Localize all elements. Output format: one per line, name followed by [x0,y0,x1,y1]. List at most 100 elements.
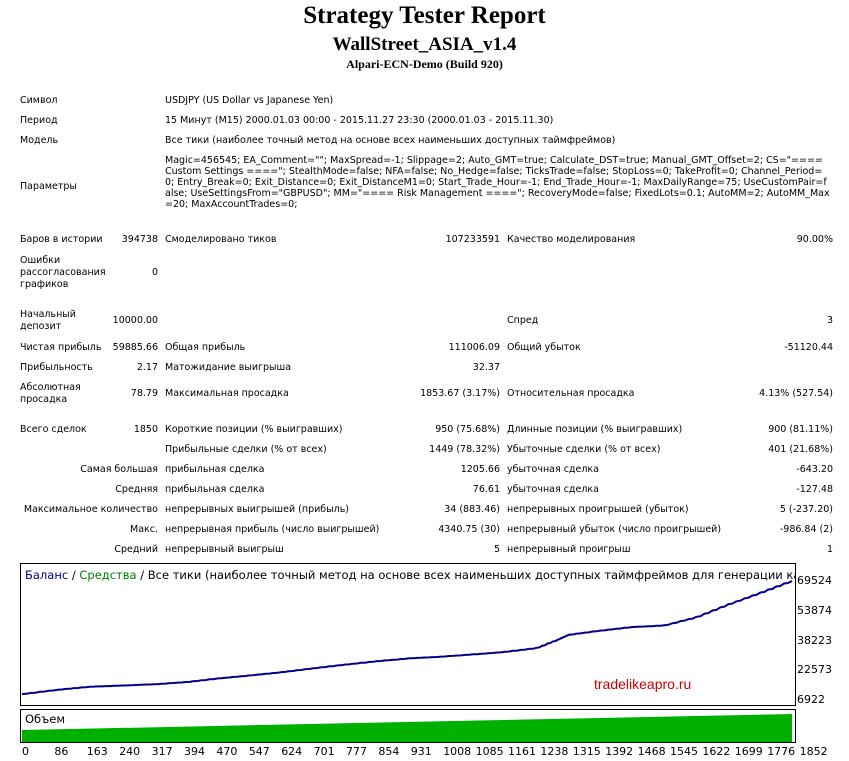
avgcons-label: Средний [114,544,158,555]
x-tick-label: 931 [410,745,432,758]
maxcount-wins-label: непрерывных выигрышей (прибыль) [165,504,350,515]
exp-label: Матожидание выигрыша [165,362,292,373]
x-tick-label: 1852 [799,745,828,758]
pf-value: 2.17 [136,362,158,373]
x-tick-label: 317 [151,745,173,758]
server-name: Alpari-ECN-Demo (Build 920) [346,57,503,71]
max-dd-label: Максимальная просадка [165,388,289,399]
x-tick-label: 1545 [670,745,698,758]
long-value: 900 (81.11%) [768,424,833,435]
x-tick-label: 1392 [605,745,634,758]
exp-value: 32.37 [472,362,500,373]
x-tick-label: 1085 [475,745,504,758]
maxval-losses-label: непрерывный убыток (число проигрышей) [507,524,722,535]
ea-name: WallStreet_ASIA_v1.4 [332,34,517,55]
deposit-value: 10000.00 [112,315,158,326]
largest-loss-value: -643.20 [796,464,833,475]
net-label: Чистая прибыль [20,342,102,353]
x-tick-label: 624 [281,745,303,758]
profit-trades-value: 1449 (78.32%) [429,444,500,455]
avg-label: Средняя [115,484,158,495]
watermark: tradelikeapro.ru [594,676,692,692]
chart-legend: Баланс / Средства / Все тики (наиболее т… [25,568,796,582]
params-label: Параметры [20,181,77,192]
ticks-value: 107233591 [445,234,500,245]
largest-loss-label: убыточная сделка [507,464,599,475]
model-value: Все тики (наиболее точный метод на основ… [165,135,616,146]
legend-separator: / [68,568,79,582]
avg-loss-label: убыточная сделка [507,484,599,495]
volume-area [22,714,792,742]
bars-value: 394738 [121,234,158,245]
largest-profit-value: 1205.66 [460,464,500,475]
x-tick-label: 777 [346,745,367,758]
maxcount-wins-value: 34 (883.46) [444,504,500,515]
quality-label: Качество моделирования [507,234,636,245]
trades-label: Всего сделок [20,424,87,435]
x-tick-label: 547 [248,745,270,758]
spread-value: 3 [826,315,833,326]
quality-value: 90.00% [796,234,833,245]
profit-trades-label: Прибыльные сделки (% от всех) [165,444,327,455]
gross-loss-label: Общий убыток [507,342,581,353]
x-tick-label: 394 [184,745,205,758]
spread-label: Спред [507,315,539,326]
x-tick-label: 1238 [540,745,569,758]
x-tick-label: 1161 [508,745,536,758]
avgcons-wins-label: непрерывный выигрыш [165,544,284,555]
maxval-wins-value: 4340.75 (30) [438,524,500,535]
balance-plot-frame [20,563,796,706]
maxval-label: Макс. [130,524,158,535]
symbol-value: USDJPY (US Dollar vs Japanese Yen) [165,95,334,106]
avg-loss-value: -127.48 [796,484,833,495]
gross-loss-value: -51120.44 [784,342,833,353]
rel-dd-label: Относительная просадка [507,388,635,399]
x-tick-label: 1776 [767,745,796,758]
balance-series-line [21,580,793,695]
max-dd-value: 1853.67 (3.17%) [420,388,500,399]
trades-value: 1850 [133,424,158,435]
largest-profit-label: прибыльная сделка [165,464,265,475]
rel-dd-value: 4.13% (527.54) [759,388,833,399]
params-value: Magic=456545; EA_Comment=""; MaxSpread=-… [165,155,830,210]
x-tick-label: 1008 [443,745,472,758]
short-value: 950 (75.68%) [435,424,500,435]
x-tick-label: 0 [22,745,29,758]
avgcons-wins-value: 5 [493,544,500,555]
x-tick-label: 1622 [702,745,731,758]
x-tick-label: 701 [313,745,335,758]
avgcons-losses-value: 1 [826,544,833,555]
maxcount-losses-label: непрерывных проигрышей (убыток) [507,504,689,515]
y-tick-label: 53874 [797,603,832,617]
bars-label: Баров в истории [20,234,103,245]
gross-profit-value: 111006.09 [448,342,500,353]
y-tick-label: 69524 [797,574,832,587]
balance-chart: Баланс / Средства / Все тики (наиболее т… [20,563,796,743]
x-tick-label: 1699 [734,745,763,758]
errors-value: 0 [151,267,158,278]
model-label: Модель [20,135,59,146]
net-value: 59885.66 [112,342,158,353]
avgcons-losses-label: непрерывный проигрыш [507,544,631,555]
pf-label: Прибыльность [20,362,93,373]
volume-label: Объем [25,712,65,726]
y-tick-label: 6922 [797,693,825,706]
report-title: Strategy Tester Report [303,2,546,29]
x-tick-label: 163 [86,745,108,758]
ticks-label: Смоделировано тиков [165,234,277,245]
deposit-label: Начальный депозит [20,309,76,332]
abs-dd-value: 78.79 [130,388,158,399]
avg-profit-value: 76.61 [472,484,500,495]
symbol-label: Символ [20,95,58,106]
maxval-wins-label: непрерывная прибыль (число выигрышей) [165,524,380,535]
loss-trades-label: Убыточные сделки (% от всех) [507,444,661,455]
maxval-losses-value: -986.84 (2) [779,524,833,535]
period-value: 15 Минут (M15) 2000.01.03 00:00 - 2015.1… [165,115,554,126]
y-tick-label: 22573 [797,663,832,677]
legend-equity: Средства [79,568,136,582]
avg-profit-label: прибыльная сделка [165,484,265,495]
legend-rest: / Все тики (наиболее точный метод на осн… [137,568,796,582]
x-tick-label: 1315 [572,745,601,758]
gross-profit-label: Общая прибыль [165,342,246,353]
legend-balance: Баланс [25,568,68,582]
